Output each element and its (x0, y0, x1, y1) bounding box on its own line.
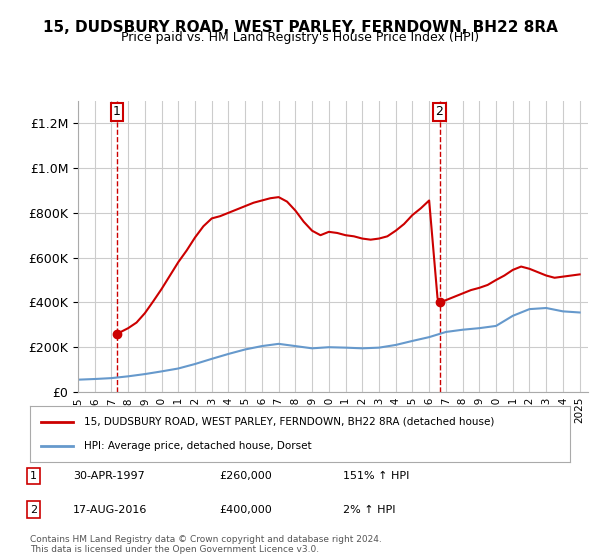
Text: £400,000: £400,000 (219, 505, 272, 515)
Text: 2: 2 (436, 105, 443, 118)
Text: 17-AUG-2016: 17-AUG-2016 (73, 505, 148, 515)
Text: Contains HM Land Registry data © Crown copyright and database right 2024.
This d: Contains HM Land Registry data © Crown c… (30, 535, 382, 554)
Text: Price paid vs. HM Land Registry's House Price Index (HPI): Price paid vs. HM Land Registry's House … (121, 31, 479, 44)
Text: £260,000: £260,000 (219, 471, 272, 481)
Text: HPI: Average price, detached house, Dorset: HPI: Average price, detached house, Dors… (84, 441, 311, 451)
Text: 2% ↑ HPI: 2% ↑ HPI (343, 505, 396, 515)
Text: 1: 1 (30, 471, 37, 481)
Text: 30-APR-1997: 30-APR-1997 (73, 471, 145, 481)
Text: 15, DUDSBURY ROAD, WEST PARLEY, FERNDOWN, BH22 8RA: 15, DUDSBURY ROAD, WEST PARLEY, FERNDOWN… (43, 20, 557, 35)
Text: 151% ↑ HPI: 151% ↑ HPI (343, 471, 410, 481)
Text: 15, DUDSBURY ROAD, WEST PARLEY, FERNDOWN, BH22 8RA (detached house): 15, DUDSBURY ROAD, WEST PARLEY, FERNDOWN… (84, 417, 494, 427)
Text: 2: 2 (30, 505, 37, 515)
Text: 1: 1 (113, 105, 121, 118)
